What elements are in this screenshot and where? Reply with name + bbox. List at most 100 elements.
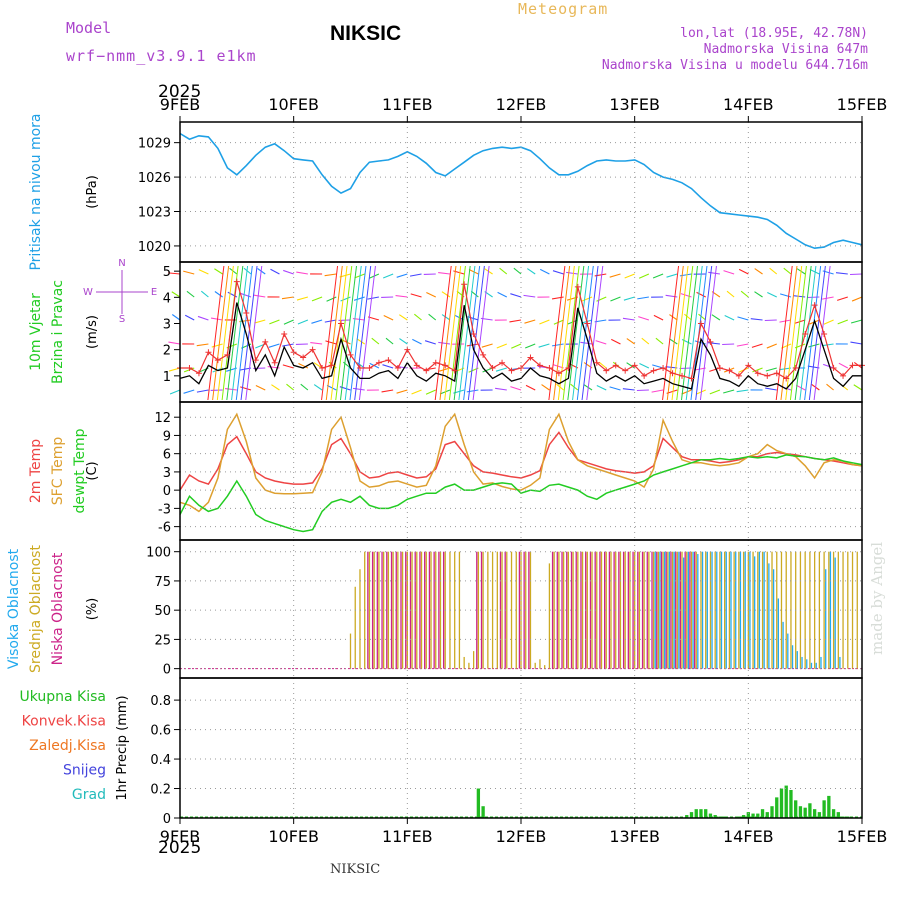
wind-barb (696, 291, 706, 298)
wind-streak (216, 265, 234, 401)
panel-label: 10m Vjetar (28, 293, 44, 371)
precip-bar (760, 809, 765, 818)
y-tick-label: 0.2 (150, 783, 171, 798)
wind-streak (804, 265, 822, 401)
wind-barb (184, 314, 195, 321)
wind-barb (525, 384, 536, 391)
gust-marker (366, 364, 373, 371)
precip-bar (704, 809, 708, 818)
gust-marker (300, 354, 307, 361)
wind-barb (622, 317, 635, 321)
wind-barb (412, 338, 422, 345)
wind-streak (472, 265, 490, 401)
wind-barb (313, 384, 323, 391)
wind-barb (655, 337, 664, 345)
gust-marker (783, 375, 790, 382)
gust-marker (375, 359, 382, 366)
wind-streak (586, 265, 604, 401)
unit-label-temperature: (C) (85, 461, 100, 480)
wind-barb (382, 273, 394, 279)
wind-streak (240, 265, 258, 401)
wind-barb (428, 313, 437, 321)
wind-barb (638, 316, 650, 321)
panel-label: 2m Temp (28, 439, 44, 503)
wind-streak (789, 265, 807, 401)
precip-bar (803, 807, 807, 818)
wind-barb (466, 389, 479, 393)
wind-streak (666, 265, 684, 401)
gust-marker (480, 351, 487, 358)
wind-barb (822, 296, 834, 300)
model-value: wrf−nmm_v3.9.1 e1km (66, 47, 257, 65)
wind-barb (539, 268, 550, 275)
wind-streak (695, 265, 713, 401)
gust-marker (773, 370, 780, 377)
gust-marker (338, 320, 345, 327)
wind-barb (495, 387, 507, 391)
gust-marker (243, 310, 250, 317)
gust-marker (461, 281, 468, 288)
wind-barb (652, 273, 664, 279)
unit-label-wind: (m/s) (85, 315, 100, 349)
gust-marker (224, 351, 231, 358)
pressure-line (179, 132, 863, 250)
gust-marker (499, 359, 506, 366)
wind-barb (439, 389, 451, 395)
y-tick-label: 0 (163, 812, 171, 827)
gust-marker (612, 362, 619, 369)
year-label-top: 2025 (158, 82, 202, 102)
wind-streak (699, 265, 717, 401)
time-tick-label-top: 11FEB (382, 95, 433, 114)
t2m-line (179, 431, 863, 491)
wind-barb (214, 268, 223, 275)
wind-streak (467, 265, 485, 401)
wind-streak (434, 265, 452, 401)
wind-streak (775, 265, 793, 401)
y-tick-label: 0 (163, 484, 171, 499)
wind-barb (367, 316, 380, 321)
wind-barb (623, 296, 635, 301)
wind-barb (724, 315, 735, 321)
wind-streak (325, 265, 343, 401)
y-tick-label: 0.4 (150, 753, 171, 768)
wind-barb (681, 389, 692, 395)
precip-bar (831, 809, 836, 818)
wind-barb (240, 386, 252, 391)
wind-barb (523, 294, 536, 298)
wind-barb (552, 270, 564, 275)
wind-barb (325, 340, 337, 345)
time-tick-label-bottom: 9FEB (160, 827, 200, 846)
precip-bar (775, 797, 779, 818)
wind-barb (850, 341, 863, 345)
wind-barb (709, 389, 721, 395)
wind-streak (245, 265, 263, 401)
gust-marker (281, 330, 288, 337)
wind-barb (651, 389, 664, 393)
y-tick-label: 50 (154, 604, 171, 619)
wind-barb (754, 291, 763, 298)
dewpoint-line (179, 454, 863, 533)
gust-marker (356, 364, 363, 371)
gust-marker (792, 364, 799, 371)
gust-marker (641, 372, 648, 379)
wind-barb (609, 273, 621, 278)
y-tick-label: 3 (163, 317, 171, 332)
gust-marker (726, 367, 733, 374)
wind-barb (382, 364, 394, 369)
wind-barb (669, 314, 678, 321)
wind-barb (765, 387, 777, 391)
wind-barb (709, 367, 721, 372)
gust-marker (394, 364, 401, 371)
wind-barb (541, 384, 550, 391)
wind-barb (281, 296, 294, 300)
precip-bar (808, 803, 812, 818)
model-elevation-label: Nadmorska Visina u modelu 644.716m (601, 58, 868, 73)
precip-bar (836, 812, 840, 818)
gust-marker (811, 302, 818, 309)
wind-barb (200, 290, 209, 298)
y-tick-label: -3 (158, 502, 171, 517)
y-tick-label: 1023 (138, 206, 171, 221)
wind-barb (399, 314, 408, 321)
gust-marker (328, 362, 335, 369)
wind-barb (808, 343, 820, 348)
